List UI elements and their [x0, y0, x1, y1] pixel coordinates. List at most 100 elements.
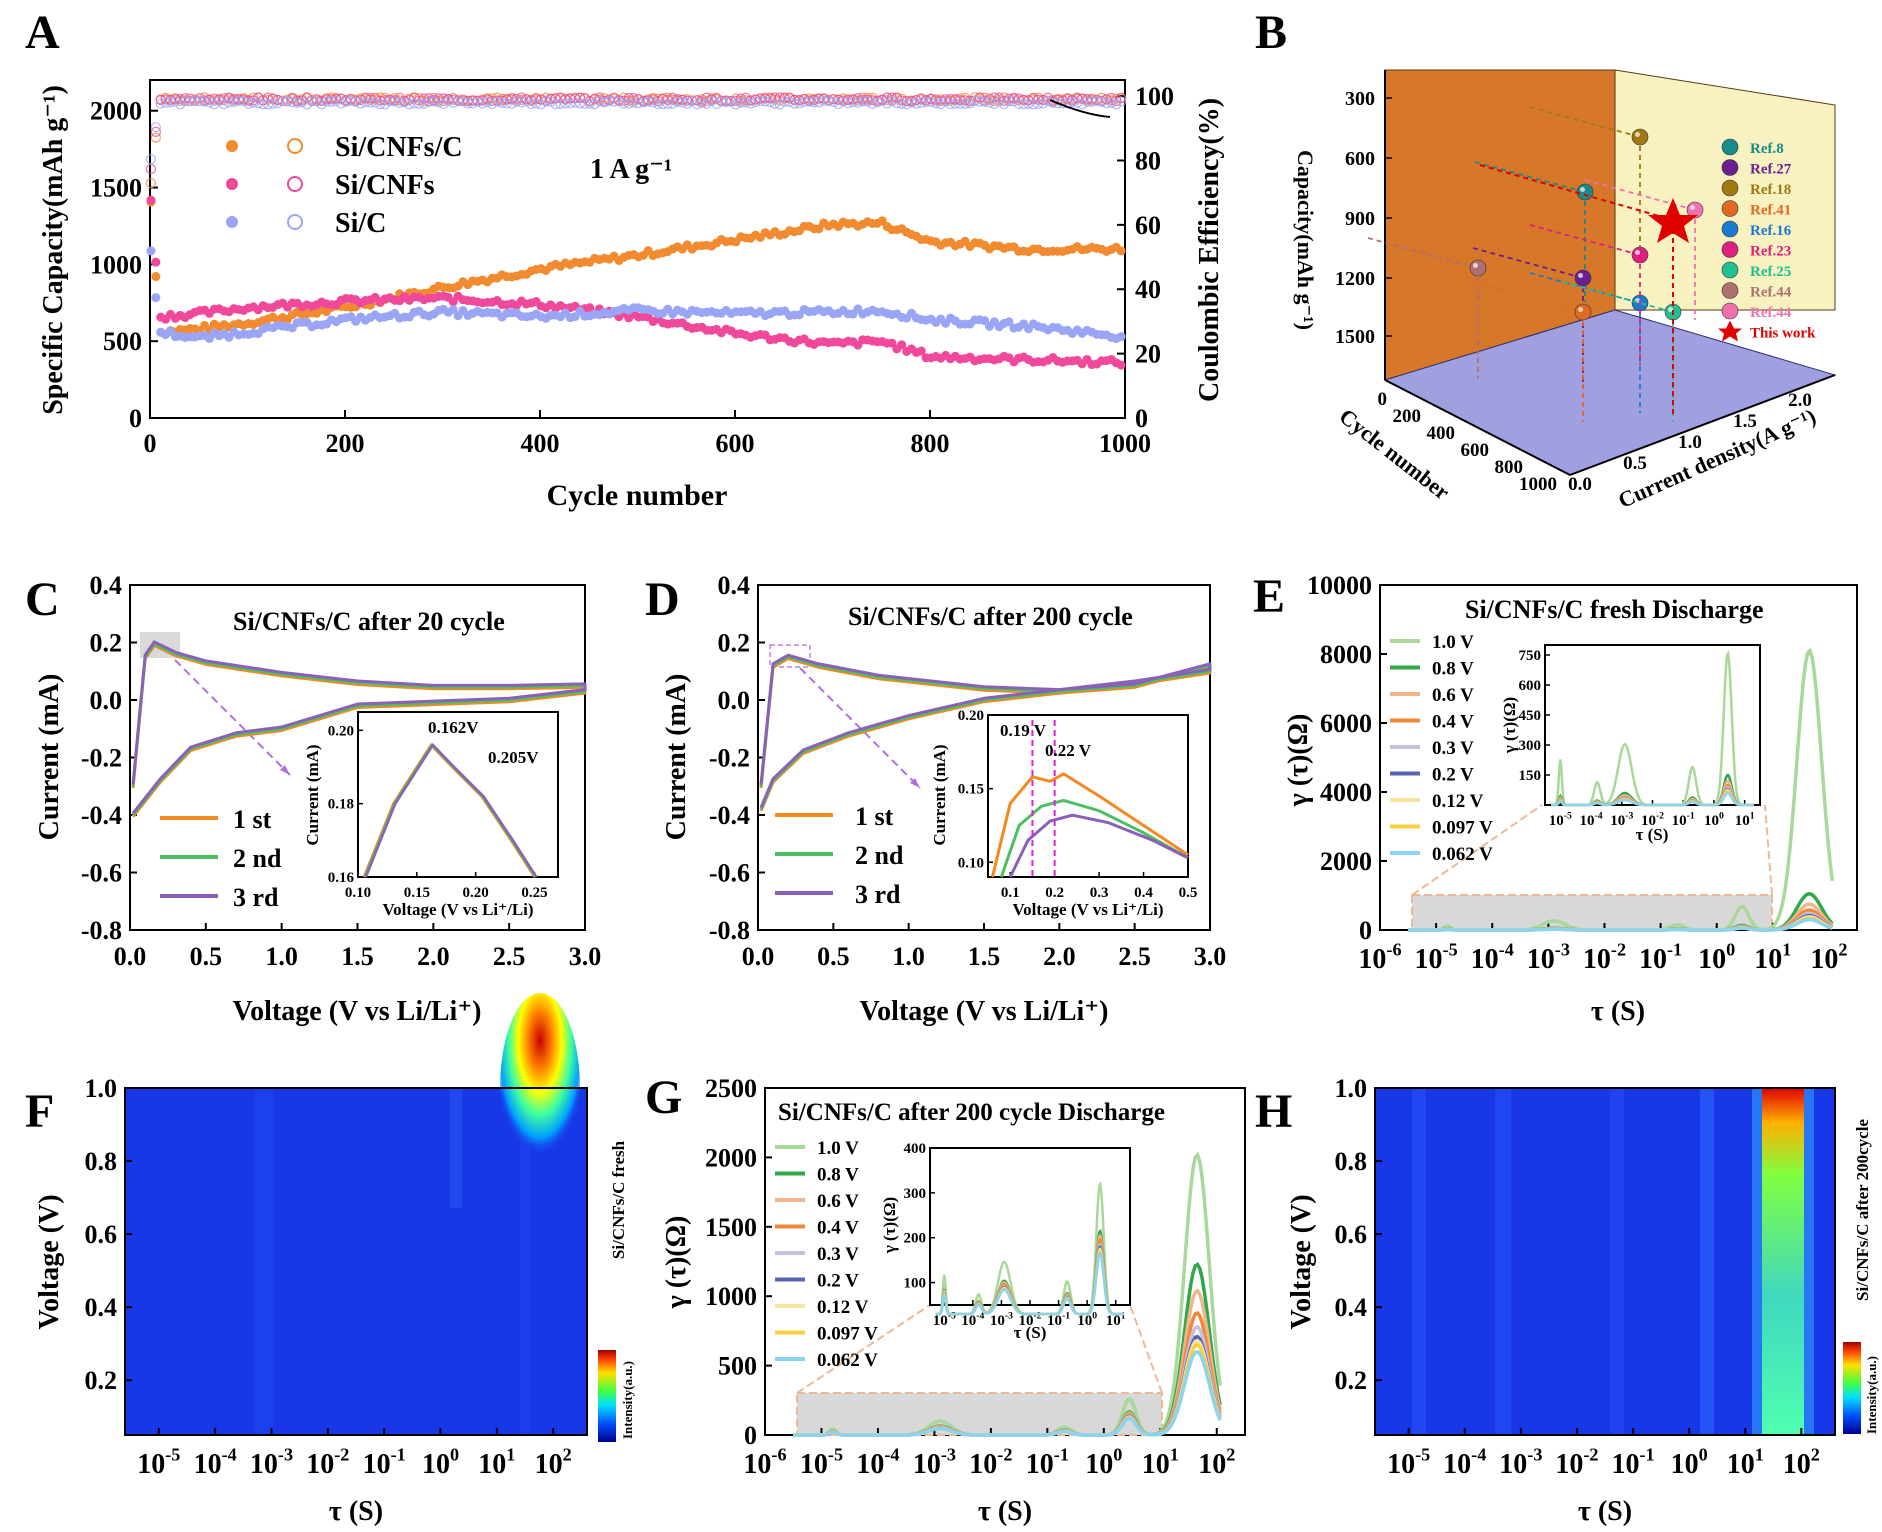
efficiency-point [1081, 96, 1093, 107]
efficiency-point [150, 126, 161, 137]
efficiency-point [1115, 92, 1127, 103]
efficiency-point [906, 97, 917, 108]
efficiency-point [1106, 97, 1117, 108]
legend-label: Si/C [335, 208, 386, 239]
tick-label: 10-4 [961, 1310, 984, 1329]
zoom-region [1411, 894, 1773, 930]
legend-label: Ref.44 [1750, 285, 1792, 301]
efficiency-point [828, 96, 839, 108]
tick-label: 1.0 [1678, 432, 1702, 453]
tick-label: 300 [1519, 738, 1542, 754]
legend-label: 3 rd [233, 883, 279, 912]
efficiency-point [292, 97, 303, 108]
tick-label: 100 [422, 1444, 459, 1480]
tick-label: 0.10 [958, 855, 984, 871]
efficiency-point [701, 98, 712, 109]
efficiency-point [1115, 96, 1127, 107]
axis-label-y-left: Specific Capacity(mAh g⁻¹) [38, 85, 69, 415]
legend-marker [1721, 200, 1739, 217]
efficiency-point [516, 97, 527, 108]
tick-label: 0.8 [85, 1147, 118, 1176]
tick-label: 100 [1698, 939, 1735, 975]
efficiency-point [355, 98, 366, 109]
legend-label: Ref.41 [1750, 203, 1791, 219]
tick-label: 0.8 [1335, 1147, 1368, 1176]
axis-label-x: τ (S) [329, 1496, 383, 1527]
tick-label: 101 [1727, 1444, 1764, 1480]
tick-label: 100 [1077, 1310, 1097, 1329]
efficiency-point [350, 96, 361, 107]
efficiency-point [223, 97, 235, 108]
panel-letter-g: G [645, 1071, 682, 1124]
efficiency-point [1086, 93, 1097, 104]
tick-label: 2.5 [493, 942, 526, 971]
efficiency-point [838, 96, 849, 107]
efficiency-point [1086, 96, 1097, 107]
efficiency-point [618, 98, 629, 109]
data-point [1116, 360, 1126, 370]
efficiency-point [862, 96, 873, 107]
efficiency-point [448, 97, 459, 108]
efficiency-point [1096, 96, 1107, 107]
efficiency-point [682, 95, 693, 106]
marker-highlight [1668, 307, 1673, 312]
legend-label: 0.062 V [1432, 844, 1493, 865]
tick-label: 0.2 [1335, 1366, 1368, 1395]
tick-label: 1.0 [1335, 1074, 1368, 1103]
inset-curve [935, 1251, 1125, 1316]
drt-curve [793, 1349, 1222, 1437]
panel-title: Si/CNFs/C after 200 cycle Discharge [778, 1099, 1165, 1126]
efficiency-point [258, 99, 269, 110]
legend-marker-open [287, 176, 303, 192]
efficiency-point [487, 95, 498, 106]
efficiency-point [453, 96, 464, 107]
efficiency-point [316, 99, 327, 110]
tick-label: 10-1 [1639, 939, 1682, 975]
tick-label: 10-5 [800, 1444, 843, 1480]
efficiency-point [277, 95, 288, 107]
panel-h: H 10-5 10-4 10-3 10-2 10-1 100 101 102 1.0 0.8 0.6… [1255, 1074, 1879, 1527]
tick-label: 0.2 [1045, 885, 1064, 901]
legend-marker [1721, 138, 1739, 156]
tick-label: 1.0 [892, 942, 925, 971]
panel-d: D 0.0 0.5 1.0 1.5 2.0 2.5 3.0 0.4 0.2 0.0 -0.2 -0.4… [645, 571, 1226, 1027]
efficiency-point [492, 96, 503, 107]
plot-frame [149, 79, 1126, 419]
tick-label: 1200 [1335, 268, 1375, 290]
tick-label: 750 [1519, 648, 1542, 664]
tick-label: 1000 [1519, 474, 1557, 495]
efficiency-point [964, 98, 976, 109]
efficiency-point [872, 97, 883, 108]
legend-label: This work [1750, 326, 1816, 342]
efficiency-point [925, 96, 937, 108]
tick-label: 0.0 [114, 942, 147, 971]
tick-label: 80 [1135, 146, 1161, 175]
tick-label: 20 [1135, 340, 1161, 369]
efficiency-point [886, 96, 898, 107]
efficiency-point [998, 98, 1010, 110]
tick-label: 0.5 [1179, 885, 1198, 901]
tick-label: 10-5 [1549, 810, 1572, 829]
efficiency-point [691, 95, 703, 106]
legend-label: 0.3 V [817, 1244, 859, 1265]
legend-label: Si/CNFs [335, 170, 435, 201]
data-point [448, 305, 458, 315]
inset-annotation: 0.19 V [1000, 721, 1047, 740]
efficiency-point [165, 97, 176, 108]
tick-label: 600 [1519, 678, 1542, 694]
efficiency-point [740, 97, 751, 108]
tick-label: 40 [1135, 275, 1161, 304]
efficiency-point [1028, 99, 1039, 110]
legend: 1 st 2 nd 3 rd [775, 802, 904, 909]
tick-label: 102 [1783, 1444, 1820, 1480]
efficiency-point [667, 98, 678, 109]
efficiency-point [721, 96, 732, 108]
legend-label: 3 rd [855, 880, 901, 909]
efficiency-point [989, 98, 1000, 109]
inset-curve [1008, 813, 1189, 878]
efficiency-point [833, 94, 844, 105]
efficiency-point [730, 99, 742, 110]
tick-label: 10-5 [137, 1444, 180, 1480]
inset-axis-y: γ (τ)(Ω) [1500, 697, 1519, 754]
efficiency-point [414, 98, 425, 109]
